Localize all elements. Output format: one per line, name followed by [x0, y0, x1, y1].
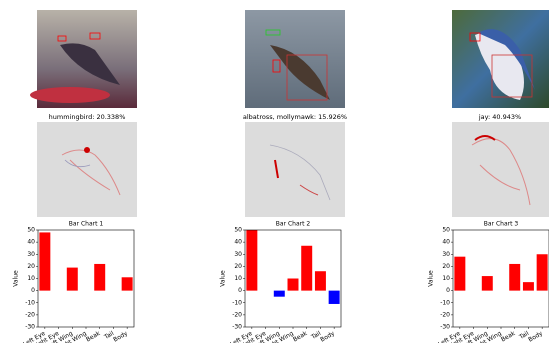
y-tick-label: -30 [440, 324, 450, 331]
y-axis-label: Value [220, 270, 227, 287]
bar [301, 246, 312, 291]
y-tick-label: 0 [446, 287, 450, 294]
y-tick-label: -10 [25, 299, 35, 306]
caption: albatross, mollymawk: 15.926% [243, 113, 347, 121]
x-tick-label: Beak [85, 330, 102, 343]
y-tick-label: 30 [442, 251, 450, 258]
y-tick-label: 30 [27, 251, 35, 258]
y-tick-label: -10 [440, 299, 450, 306]
saliency-2 [245, 122, 345, 217]
y-tick-label: -20 [440, 311, 450, 318]
bar [288, 279, 299, 291]
bar [523, 282, 534, 290]
bar [537, 254, 548, 290]
figure: hummingbird: 20.338% albatross, mollymaw… [0, 0, 549, 343]
y-tick-label: 50 [27, 227, 35, 234]
x-tick-label: Beak [292, 330, 309, 343]
saliency-1 [37, 122, 137, 217]
y-tick-label: 10 [442, 275, 450, 282]
plot-frame [38, 230, 134, 327]
chart-title: Bar Chart 3 [484, 221, 519, 228]
bar-charts: Bar Chart 1Value-30-20-1001020304050Left… [13, 221, 549, 343]
x-tick-label: Beak [500, 330, 517, 343]
y-tick-label: 0 [31, 287, 35, 294]
chart-title: Bar Chart 1 [69, 221, 104, 228]
y-tick-label: 40 [27, 239, 35, 246]
y-tick-label: 20 [27, 263, 35, 270]
y-tick-label: 50 [442, 227, 450, 234]
y-tick-label: 10 [234, 275, 242, 282]
y-tick-label: 20 [234, 263, 242, 270]
bar [482, 276, 493, 291]
photo-3 [452, 10, 549, 108]
y-tick-label: -30 [232, 324, 242, 331]
y-tick-label: 30 [234, 251, 242, 258]
y-tick-label: 40 [442, 239, 450, 246]
bar [39, 232, 50, 290]
x-tick-label: Body [527, 330, 544, 343]
bar [122, 277, 133, 290]
bar [274, 291, 285, 297]
y-tick-label: -10 [232, 299, 242, 306]
bar [246, 230, 257, 291]
bar [454, 257, 465, 291]
page: hummingbird: 20.338% albatross, mollymaw… [0, 0, 549, 343]
chart-title: Bar Chart 2 [276, 221, 311, 228]
y-axis-label: Value [13, 270, 20, 287]
x-tick-label: Body [319, 330, 336, 343]
bar [509, 264, 520, 291]
y-tick-label: 10 [27, 275, 35, 282]
y-tick-label: -30 [25, 324, 35, 331]
bar [329, 291, 340, 304]
photo-1 [30, 10, 137, 108]
y-tick-label: 40 [234, 239, 242, 246]
saliency-3 [452, 122, 549, 217]
bar [67, 268, 78, 291]
y-tick-label: 0 [238, 287, 242, 294]
x-tick-label: Body [112, 330, 129, 343]
plot-frame [453, 230, 549, 327]
caption: hummingbird: 20.338% [49, 113, 126, 121]
caption: jay: 40.943% [478, 113, 521, 121]
y-tick-label: 20 [442, 263, 450, 270]
bar [315, 271, 326, 290]
y-tick-label: -20 [25, 311, 35, 318]
y-axis-label: Value [428, 270, 435, 287]
bar [94, 264, 105, 291]
y-tick-label: 50 [234, 227, 242, 234]
photo-2 [245, 10, 345, 108]
y-tick-label: -20 [232, 311, 242, 318]
